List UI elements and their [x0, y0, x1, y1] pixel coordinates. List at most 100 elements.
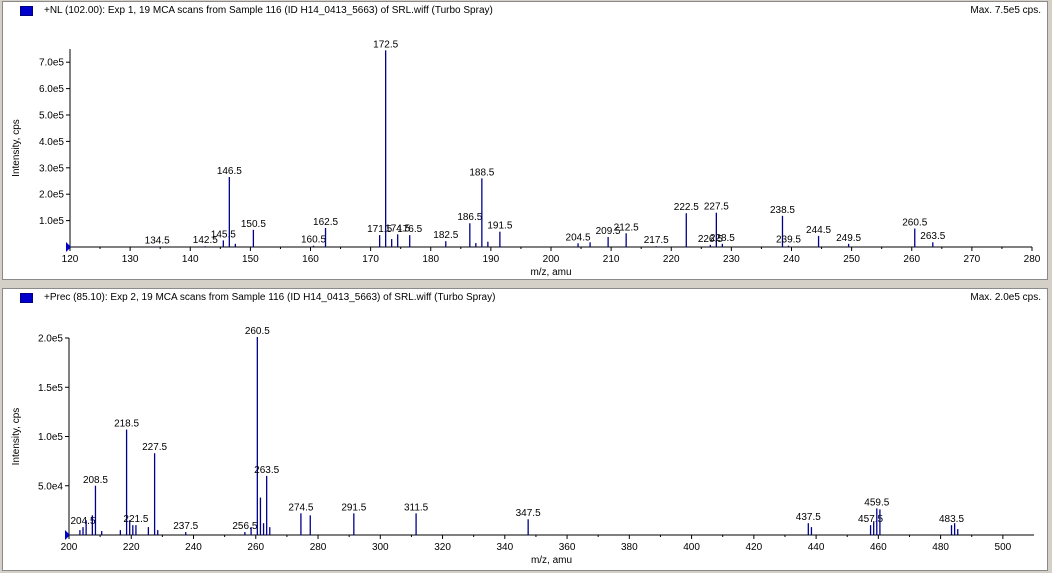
x-tick-label: 130	[122, 254, 139, 265]
y-tick-label: 1.5e5	[38, 383, 63, 394]
peak-label: 260.5	[245, 326, 270, 337]
baseline-arrow-icon	[65, 530, 70, 540]
peak-label: 146.5	[217, 166, 242, 177]
x-tick-label: 260	[247, 542, 264, 553]
x-tick-label: 240	[185, 542, 202, 553]
peak-label: 204.5	[70, 516, 95, 527]
peak-label: 263.5	[254, 465, 279, 476]
peak-label: 182.5	[433, 230, 458, 241]
peak-label: 217.5	[644, 235, 669, 246]
peak-label: 222.5	[674, 202, 699, 213]
peak-label: 256.5	[232, 521, 257, 532]
max-intensity-label: Max. 2.0e5 cps.	[970, 292, 1041, 303]
x-tick-label: 340	[496, 542, 513, 553]
x-tick-label: 200	[61, 542, 78, 553]
peak-label: 347.5	[516, 508, 541, 519]
x-tick-label: 440	[808, 542, 825, 553]
prec-spectrum-plot[interactable]: 200 220 240 260 280 300 320 340 360 380 400 420 440 4…	[3, 289, 1047, 570]
x-tick-label: 280	[1024, 254, 1041, 265]
baseline-arrow-icon	[66, 242, 71, 252]
x-tick-label: 170	[362, 254, 379, 265]
peak-label: 208.5	[83, 475, 108, 486]
x-tick-label: 300	[372, 542, 389, 553]
x-tick-label: 500	[995, 542, 1012, 553]
peak-label: 172.5	[373, 39, 398, 50]
peak-label: 226.5	[698, 234, 723, 245]
x-tick-label: 140	[182, 254, 199, 265]
peak-label: 186.5	[457, 212, 482, 223]
x-tick-label: 200	[543, 254, 560, 265]
peak-label: 249.5	[836, 233, 861, 244]
x-tick-label: 270	[964, 254, 981, 265]
x-tick-label: 150	[242, 254, 259, 265]
y-tick-label: 7.0e5	[39, 58, 64, 69]
y-tick-label: 4.0e5	[39, 137, 64, 148]
peak-label: 221.5	[123, 514, 148, 525]
peak-label: 291.5	[341, 502, 366, 513]
peak-label: 260.5	[902, 218, 927, 229]
peak-label: 188.5	[469, 167, 494, 178]
peak-label: 150.5	[241, 219, 266, 230]
max-intensity-label: Max. 7.5e5 cps.	[970, 5, 1041, 16]
peak-label: 239.5	[776, 235, 801, 246]
y-axis-title: Intensity, cps	[11, 408, 22, 466]
x-tick-label: 220	[663, 254, 680, 265]
peak-label: 274.5	[288, 502, 313, 513]
y-tick-label: 5.0e5	[39, 111, 64, 122]
spectrum-panel-prec: +Prec (85.10): Exp 2, 19 MCA scans from …	[2, 288, 1048, 571]
x-tick-label: 220	[123, 542, 140, 553]
x-tick-label: 280	[310, 542, 327, 553]
peak-label: 437.5	[796, 512, 821, 523]
peak-label: 228.5	[710, 233, 735, 244]
y-tick-label: 5.0e4	[38, 481, 63, 492]
peak-label: 218.5	[114, 419, 139, 430]
peak-label: 238.5	[770, 205, 795, 216]
peak-label: 209.5	[596, 226, 621, 237]
x-tick-label: 420	[745, 542, 762, 553]
y-tick-label: 6.0e5	[39, 84, 64, 95]
x-tick-label: 180	[422, 254, 439, 265]
panel-title: +NL (102.00): Exp 1, 19 MCA scans from S…	[44, 5, 493, 16]
x-tick-label: 230	[723, 254, 740, 265]
peak-label: 134.5	[145, 235, 170, 246]
nl-spectrum-plot[interactable]: 120 130 140 150 160 170 180 190 200 210 220 230 240 2…	[3, 2, 1047, 279]
peak-label: 142.5	[193, 235, 218, 246]
peak-label: 227.5	[142, 442, 167, 453]
peak-label: 174.5	[385, 223, 410, 234]
peak-label: 176.5	[397, 224, 422, 235]
peak-label: 171.5	[367, 224, 392, 235]
peak-label: 237.5	[173, 521, 198, 532]
x-tick-label: 250	[843, 254, 860, 265]
x-tick-label: 260	[903, 254, 920, 265]
peak-label: 160.5	[301, 235, 326, 246]
peak-label: 212.5	[614, 222, 639, 233]
x-axis-title: m/z, amu	[530, 267, 571, 278]
peak-label: 204.5	[566, 232, 591, 243]
y-tick-label: 2.0e5	[38, 334, 63, 345]
peak-label: 227.5	[704, 202, 729, 213]
y-tick-label: 1.0e5	[39, 216, 64, 227]
x-tick-label: 320	[434, 542, 451, 553]
y-axis-title: Intensity, cps	[11, 119, 22, 177]
peak-label: 244.5	[806, 225, 831, 236]
x-tick-label: 480	[932, 542, 949, 553]
x-axis-title: m/z, amu	[531, 555, 572, 566]
peak-label: 162.5	[313, 217, 338, 228]
y-tick-label: 3.0e5	[39, 163, 64, 174]
x-tick-label: 190	[483, 254, 500, 265]
peak-label: 457.5	[858, 514, 883, 525]
peak-label: 459.5	[864, 497, 889, 508]
peak-label: 483.5	[939, 514, 964, 525]
x-tick-label: 460	[870, 542, 887, 553]
x-tick-label: 400	[683, 542, 700, 553]
x-tick-label: 160	[302, 254, 319, 265]
x-tick-label: 120	[62, 254, 79, 265]
peak-label: 191.5	[487, 221, 512, 232]
series-color-marker	[20, 293, 33, 303]
series-color-marker	[20, 6, 33, 16]
peak-label: 263.5	[920, 231, 945, 242]
x-tick-label: 380	[621, 542, 638, 553]
x-tick-label: 210	[603, 254, 620, 265]
panel-title: +Prec (85.10): Exp 2, 19 MCA scans from …	[44, 292, 496, 303]
peak-label: 145.5	[211, 229, 236, 240]
